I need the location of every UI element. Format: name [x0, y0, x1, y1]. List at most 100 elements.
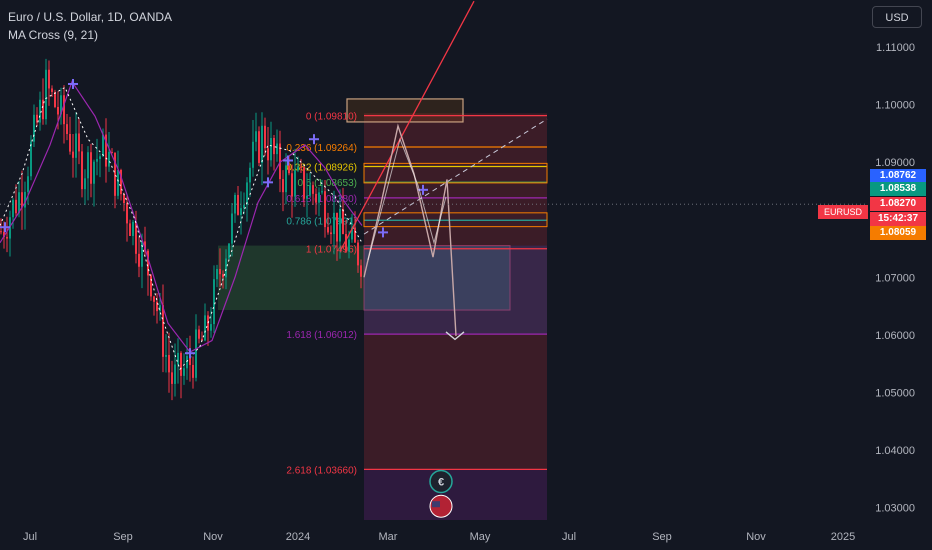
price-tag: 15:42:37 — [870, 212, 926, 227]
candle — [315, 193, 317, 203]
demand-zone-right — [363, 245, 511, 311]
candle — [303, 167, 305, 199]
candle — [93, 161, 95, 184]
candle — [288, 165, 290, 174]
candle — [261, 125, 263, 163]
price-tag: 1.08270 — [870, 197, 926, 212]
price-tag: 1.08762 — [870, 168, 926, 183]
candle — [147, 250, 149, 276]
candle — [324, 191, 326, 228]
candle — [285, 165, 287, 193]
candle — [360, 265, 362, 277]
candle — [258, 131, 260, 163]
candle — [129, 223, 131, 236]
candle — [249, 167, 251, 183]
candle — [126, 203, 128, 224]
fib-box-upper — [363, 162, 548, 184]
candle — [357, 242, 359, 266]
candle — [231, 213, 233, 244]
candle — [120, 170, 122, 195]
y-axis-tick: 1.07000 — [875, 272, 915, 284]
projection-zone — [364, 469, 547, 520]
candle — [330, 232, 332, 235]
x-axis-tick: Jul — [23, 531, 37, 543]
target-arrow — [445, 331, 465, 341]
candle — [24, 191, 26, 208]
candle — [45, 69, 47, 120]
fib-label: 2.618 (1.03660) — [286, 465, 357, 476]
candle — [192, 364, 194, 378]
x-axis-tick: Mar — [379, 531, 398, 543]
candle — [18, 192, 20, 214]
candle — [300, 166, 302, 168]
candle — [306, 195, 308, 199]
candle — [276, 143, 278, 155]
candle — [213, 279, 215, 325]
us-flag-canton — [432, 501, 440, 508]
y-axis-tick: 1.04000 — [875, 445, 915, 457]
risk-zone — [364, 113, 547, 470]
candle — [339, 208, 341, 242]
candle — [96, 158, 98, 162]
x-axis-tick: 2024 — [286, 531, 310, 543]
candle — [186, 356, 188, 369]
candle — [123, 194, 125, 204]
x-axis-tick: Nov — [203, 531, 223, 543]
candle — [282, 179, 284, 193]
candle — [291, 173, 293, 197]
currency-logo-symbol: € — [438, 476, 444, 488]
candle — [228, 243, 230, 259]
fib-label: 0.382 (1.08926) — [286, 162, 357, 173]
candle — [348, 239, 350, 252]
candle — [21, 192, 23, 208]
candle — [297, 166, 299, 171]
fib-label: 0.618 (1.08380) — [286, 194, 357, 205]
fib-label: 0 (1.09810) — [306, 112, 357, 123]
candle — [39, 99, 41, 123]
y-axis-tick: 1.06000 — [875, 330, 915, 342]
fib-label: 0.786 (1.07991) — [286, 216, 357, 227]
candle — [108, 151, 110, 167]
candle — [135, 221, 137, 254]
x-axis-tick: Sep — [113, 531, 133, 543]
candle — [84, 178, 86, 190]
candle — [12, 199, 14, 218]
candle — [150, 275, 152, 297]
candle — [51, 88, 53, 92]
currency-button[interactable]: USD — [872, 6, 922, 28]
x-axis-tick: Sep — [652, 531, 672, 543]
candle — [48, 69, 50, 89]
candle — [270, 137, 272, 161]
symbol-tag: EURUSD — [818, 205, 868, 219]
candle — [240, 208, 242, 215]
candle — [171, 372, 173, 384]
candle — [90, 152, 92, 184]
candle — [189, 356, 191, 365]
fib-label: 1.618 (1.06012) — [286, 330, 357, 341]
candle — [309, 185, 311, 196]
candle — [87, 152, 89, 179]
candle — [168, 354, 170, 373]
fib-label: 0.236 (1.09264) — [286, 143, 357, 154]
candle — [267, 148, 269, 161]
symbol-title[interactable]: Euro / U.S. Dollar, 1D, OANDA — [8, 10, 173, 24]
channel-line — [363, 118, 548, 235]
candle — [42, 99, 44, 120]
y-axis-tick: 1.09000 — [875, 157, 915, 169]
candle — [264, 125, 266, 149]
candle — [195, 329, 197, 378]
candle — [225, 258, 227, 278]
candle — [198, 329, 200, 339]
x-axis-tick: 2025 — [831, 531, 855, 543]
indicator-label[interactable]: MA Cross (9, 21) — [8, 28, 99, 42]
candle — [141, 241, 143, 267]
trend-line — [339, 0, 475, 252]
y-axis-tick: 1.11000 — [876, 42, 915, 54]
resistance-box — [346, 98, 464, 123]
candle — [27, 176, 29, 192]
candle — [234, 194, 236, 214]
projection-path-inner — [367, 137, 447, 261]
candle — [210, 324, 212, 331]
candle — [153, 296, 155, 302]
